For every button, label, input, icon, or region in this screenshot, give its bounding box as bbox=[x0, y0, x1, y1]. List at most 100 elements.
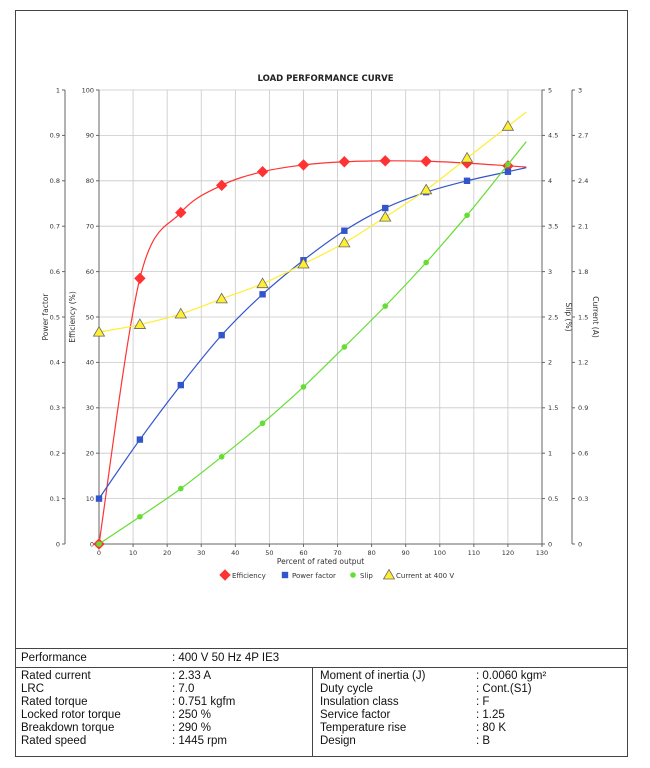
document-frame bbox=[15, 10, 628, 757]
spec-value-temperature-rise: : 80 K bbox=[476, 722, 507, 734]
spec-label-breakdown-torque: Breakdown torque bbox=[21, 722, 115, 734]
efficiency-point bbox=[297, 159, 310, 171]
power-factor-point bbox=[218, 331, 225, 339]
current-at-400-v-point bbox=[92, 325, 106, 337]
efficiency-point bbox=[420, 155, 432, 167]
spec-value-breakdown-torque: : 290 % bbox=[172, 722, 211, 734]
current-at-400-v-legend-marker bbox=[382, 568, 396, 580]
x-tick-label: 30 bbox=[197, 549, 205, 557]
power-factor-tick-label: 0.7 bbox=[50, 223, 60, 231]
power-factor-legend-label: Power factor bbox=[292, 572, 336, 580]
performance-row: Performance : 400 V 50 Hz 4P IE3 bbox=[15, 649, 628, 668]
slip-point bbox=[96, 541, 102, 547]
current-at-400-v-point bbox=[133, 318, 147, 329]
efficiency-point bbox=[379, 155, 391, 167]
current-tick-label: 0 bbox=[578, 540, 582, 548]
current-tick-label: 2.7 bbox=[578, 132, 588, 140]
spec-value-design: : B bbox=[476, 735, 491, 747]
x-tick-label: 40 bbox=[231, 549, 239, 557]
efficiency-tick-label: 0 bbox=[90, 540, 94, 548]
current-tick-label: 2.4 bbox=[578, 177, 588, 185]
current-tick-label: 0.3 bbox=[578, 495, 588, 503]
spec-label-moment-of-inertia: Moment of inertia (J) bbox=[320, 670, 426, 682]
spec-label-insulation-class: Insulation class bbox=[320, 696, 399, 708]
spec-label-service-factor: Service factor bbox=[320, 709, 391, 721]
slip-tick-label: 2.5 bbox=[548, 313, 558, 321]
power-factor-tick-label: 0.9 bbox=[50, 132, 60, 140]
spec-label-rated-torque: Rated torque bbox=[21, 696, 88, 708]
slip-point bbox=[382, 303, 389, 309]
x-tick-label: 130 bbox=[536, 549, 548, 557]
current-at-400-v-point bbox=[379, 210, 392, 222]
performance-label: Performance bbox=[21, 652, 87, 664]
efficiency-tick-label: 90 bbox=[86, 132, 94, 140]
spec-label-duty-cycle: Duty cycle bbox=[320, 683, 374, 695]
current-tick-label: 1.2 bbox=[578, 359, 588, 367]
spec-value-insulation-class: : F bbox=[476, 696, 490, 708]
x-tick-label: 90 bbox=[402, 549, 410, 557]
efficiency-tick-label: 100 bbox=[82, 86, 94, 94]
efficiency-tick-label: 10 bbox=[86, 495, 94, 503]
efficiency-tick-label: 50 bbox=[86, 313, 94, 321]
current-at-400-v-point bbox=[174, 307, 187, 319]
slip-tick-label: 1 bbox=[548, 450, 552, 458]
x-tick-label: 80 bbox=[367, 549, 375, 557]
efficiency-point bbox=[215, 179, 228, 192]
efficiency-point bbox=[256, 166, 269, 178]
efficiency-point bbox=[175, 206, 187, 219]
power-factor-axis-title: Power factor bbox=[41, 293, 50, 341]
x-axis-title: Percent of rated output bbox=[277, 557, 364, 566]
x-tick-label: 50 bbox=[265, 549, 273, 557]
performance-value: : 400 V 50 Hz 4P IE3 bbox=[172, 652, 280, 664]
x-tick-label: 110 bbox=[468, 549, 480, 557]
slip-tick-label: 0.5 bbox=[548, 495, 558, 503]
slip-legend-label: Slip bbox=[360, 572, 373, 580]
efficiency-point bbox=[134, 272, 146, 285]
current-at-400-v-point bbox=[419, 183, 433, 195]
spec-value-rated-torque: : 0.751 kgfm bbox=[172, 696, 236, 708]
column-divider bbox=[312, 667, 313, 757]
slip-tick-label: 1.5 bbox=[548, 404, 558, 412]
current-tick-label: 0.6 bbox=[578, 450, 588, 458]
current-at-400-v-point bbox=[338, 236, 351, 248]
spec-value-service-factor: : 1.25 bbox=[476, 709, 505, 721]
power-factor-tick-label: 0 bbox=[56, 540, 60, 548]
current-axis-title: Current (A) bbox=[591, 296, 600, 338]
slip-legend-marker bbox=[350, 572, 356, 578]
spec-table: Performance : 400 V 50 Hz 4P IE3 Rated c… bbox=[15, 648, 628, 757]
slip-tick-label: 3.5 bbox=[548, 223, 558, 231]
power-factor-tick-label: 0.3 bbox=[50, 404, 60, 412]
power-factor-tick-label: 1 bbox=[56, 86, 60, 94]
spec-value-rated-current: : 2.33 A bbox=[172, 670, 212, 682]
current-at-400-v-point bbox=[297, 257, 310, 269]
power-factor-legend-marker bbox=[281, 571, 289, 579]
current-tick-label: 2.1 bbox=[578, 223, 588, 231]
efficiency-axis-title: Efficiency (%) bbox=[68, 291, 77, 343]
power-factor-point bbox=[95, 495, 103, 502]
power-factor-tick-label: 0.1 bbox=[50, 495, 60, 503]
x-tick-label: 120 bbox=[502, 549, 514, 557]
x-tick-label: 60 bbox=[299, 549, 307, 557]
current-at-400-v-point bbox=[256, 277, 269, 289]
spec-label-rated-speed: Rated speed bbox=[21, 735, 87, 747]
power-factor-point bbox=[382, 204, 389, 212]
current-at-400-v-point bbox=[460, 151, 474, 163]
current-tick-label: 3 bbox=[578, 86, 582, 94]
efficiency-tick-label: 40 bbox=[86, 359, 94, 367]
current-tick-label: 1.8 bbox=[578, 268, 588, 276]
spec-value-moment-of-inertia: : 0.0060 kgm² bbox=[476, 670, 547, 682]
spec-label-design: Design bbox=[320, 735, 356, 747]
efficiency-tick-label: 70 bbox=[86, 223, 94, 231]
slip-tick-label: 4.5 bbox=[548, 132, 558, 140]
x-tick-label: 0 bbox=[97, 549, 101, 557]
current-at-400-v-point bbox=[215, 292, 228, 304]
x-tick-label: 70 bbox=[333, 549, 341, 557]
power-factor-tick-label: 0.2 bbox=[50, 450, 60, 458]
power-factor-point bbox=[504, 168, 512, 175]
efficiency-point bbox=[338, 156, 351, 168]
slip-tick-label: 3 bbox=[548, 268, 552, 276]
spec-label-lrc: LRC bbox=[21, 683, 45, 695]
slip-point bbox=[423, 259, 429, 266]
efficiency-legend-marker bbox=[219, 569, 231, 581]
spec-value-locked-rotor-torque: : 250 % bbox=[172, 709, 211, 721]
